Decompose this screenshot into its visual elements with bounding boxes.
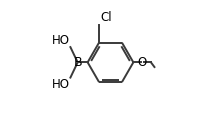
Text: HO: HO: [52, 33, 70, 47]
Text: HO: HO: [52, 78, 70, 91]
Text: Cl: Cl: [100, 11, 112, 24]
Text: B: B: [73, 56, 82, 69]
Text: O: O: [137, 56, 147, 69]
